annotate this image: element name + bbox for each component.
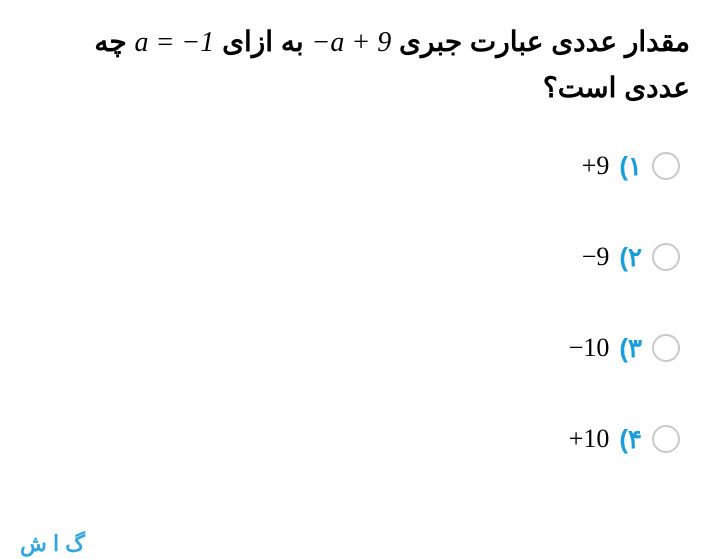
radio-icon[interactable]	[652, 152, 680, 180]
option-value: +10	[569, 424, 610, 454]
question-mid: به ازای	[222, 26, 304, 57]
radio-icon[interactable]	[652, 425, 680, 453]
question-pre: مقدار عددی عبارت جبری	[399, 26, 690, 57]
question-expr2: a = −1	[134, 27, 214, 58]
option-value: −10	[569, 333, 610, 363]
option-4[interactable]: ۴) +10	[30, 424, 680, 455]
option-number: ۴)	[619, 424, 642, 455]
option-value: −9	[582, 242, 610, 272]
options-list: ۱) +9 ۲) −9 ۳) −10 ۴) +10	[30, 151, 690, 455]
option-number: ۳)	[619, 333, 642, 364]
option-value: +9	[582, 151, 610, 181]
option-3[interactable]: ۳) −10	[30, 333, 680, 364]
option-2[interactable]: ۲) −9	[30, 242, 680, 273]
footer-fragment: گ ا ش	[20, 531, 85, 557]
radio-icon[interactable]	[652, 334, 680, 362]
quiz-container: مقدار عددی عبارت جبری −a + 9 به ازای a =…	[0, 0, 720, 559]
question-text: مقدار عددی عبارت جبری −a + 9 به ازای a =…	[30, 20, 690, 111]
question-expr1: −a + 9	[311, 27, 391, 58]
option-1[interactable]: ۱) +9	[30, 151, 680, 182]
option-number: ۲)	[619, 242, 642, 273]
radio-icon[interactable]	[652, 243, 680, 271]
option-number: ۱)	[619, 151, 642, 182]
